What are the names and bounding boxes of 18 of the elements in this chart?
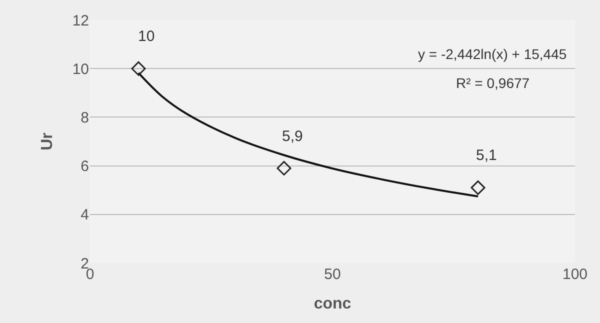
x-tick-label: 50 [324, 266, 341, 283]
point [470, 180, 486, 195]
y-tick-label: 4 [80, 206, 89, 224]
data-label: 5,1 [476, 147, 497, 164]
y-tick-label: 12 [72, 12, 89, 30]
y-tick-label: 6 [80, 158, 89, 176]
y-tick-label: 10 [72, 60, 89, 78]
y-axis-title: Ur [39, 132, 56, 150]
data-label: 10 [138, 28, 155, 45]
point [276, 160, 292, 176]
data-label: 5,9 [282, 128, 303, 145]
x-tick-label: 0 [86, 266, 94, 283]
annotation: R² = 0,9677 [456, 75, 530, 91]
x-tick-label: 100 [562, 266, 588, 283]
y-tick-label: 8 [80, 109, 89, 126]
point [131, 61, 146, 76]
annotation: y = -2,442ln(x) + 15,445 [418, 46, 567, 62]
x-axis-title: conc [314, 296, 352, 313]
